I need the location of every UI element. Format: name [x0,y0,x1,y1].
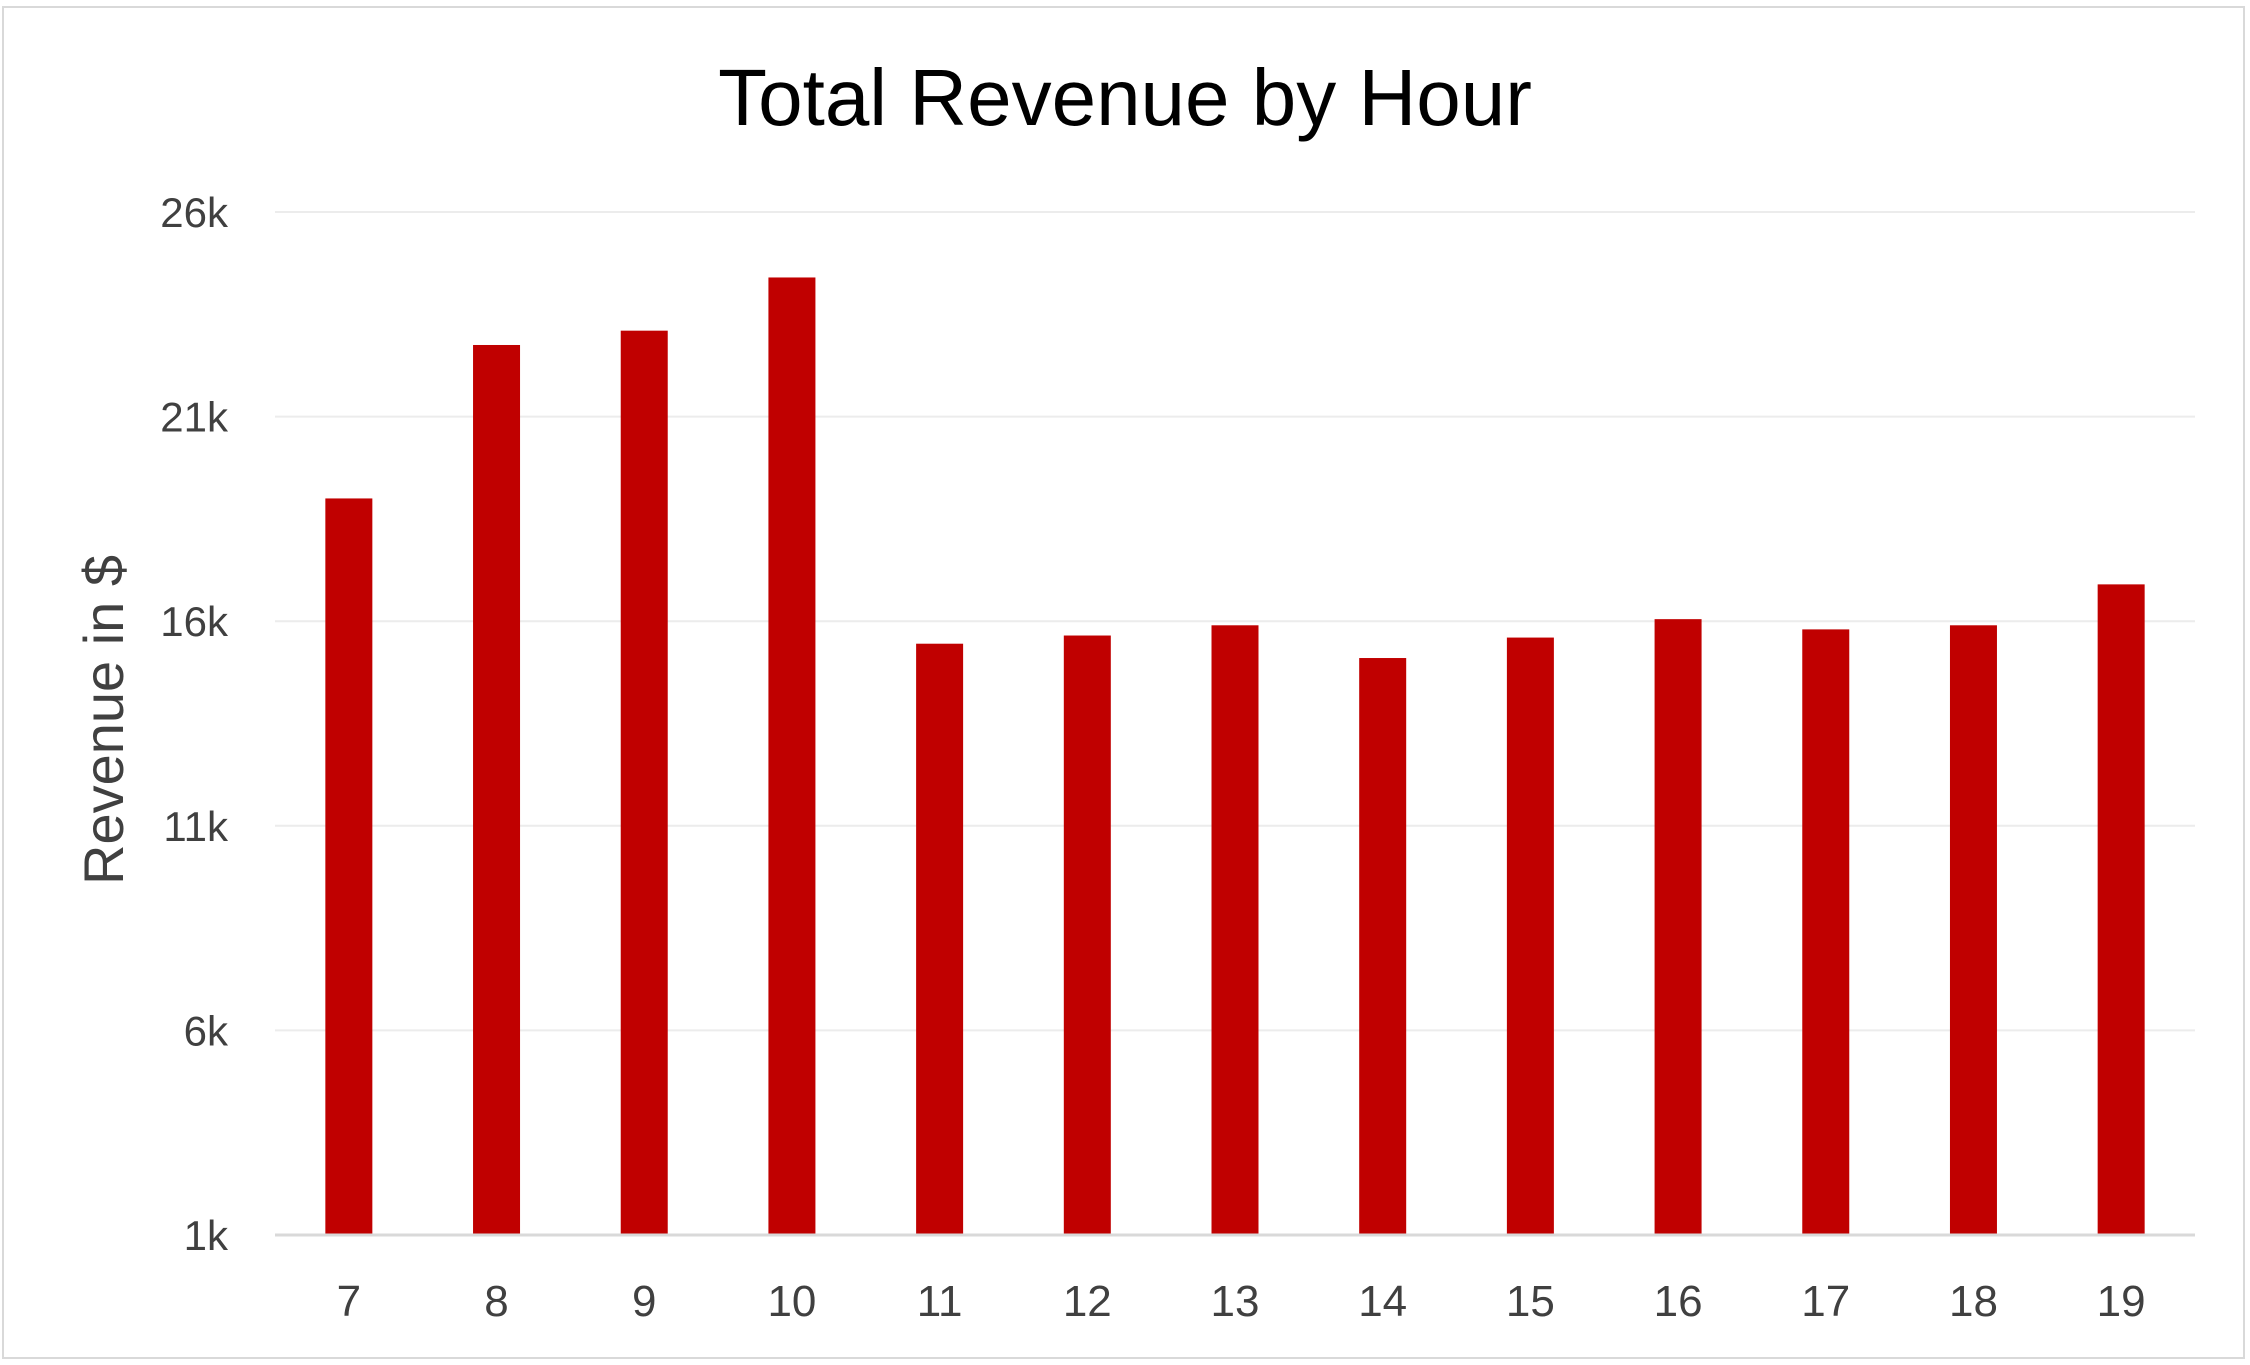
x-axis-ticks: 7 8 9 10 11 12 13 14 15 16 17 18 19 [337,1277,2146,1326]
chart-title: Total Revenue by Hour [718,53,1532,142]
x-tick-label: 7 [337,1277,361,1326]
x-tick-label: 18 [1949,1277,1998,1326]
bars [325,277,2144,1235]
bar-hour-16 [1655,619,1702,1235]
x-tick-label: 14 [1358,1277,1407,1326]
y-tick-label: 16k [160,598,229,645]
x-tick-label: 12 [1063,1277,1112,1326]
x-tick-label: 16 [1654,1277,1703,1326]
x-tick-label: 15 [1506,1277,1555,1326]
bar-hour-15 [1507,638,1554,1235]
y-tick-label: 11k [163,803,229,850]
y-tick-label: 21k [160,394,229,441]
bar-hour-8 [473,345,520,1235]
x-tick-label: 8 [484,1277,508,1326]
bar-hour-14 [1359,658,1406,1235]
x-tick-label: 19 [2097,1277,2146,1326]
y-axis-ticks: 1k 6k 11k 16k 21k 26k [160,189,229,1259]
x-tick-label: 11 [917,1277,963,1326]
bar-hour-13 [1212,625,1259,1235]
bar-hour-7 [325,498,372,1235]
y-tick-label: 26k [160,189,229,236]
x-tick-label: 9 [632,1277,656,1326]
bar-hour-9 [621,331,668,1235]
x-tick-label: 17 [1801,1277,1850,1326]
x-tick-label: 13 [1211,1277,1260,1326]
y-axis-label: Revenue in $ [72,555,135,885]
bar-hour-12 [1064,636,1111,1235]
bar-hour-19 [2098,584,2145,1235]
bar-hour-11 [916,644,963,1235]
bar-hour-10 [768,277,815,1235]
bar-hour-18 [1950,625,1997,1235]
x-tick-label: 10 [767,1277,816,1326]
y-tick-label: 1k [184,1212,229,1259]
bar-hour-17 [1802,629,1849,1235]
y-tick-label: 6k [184,1007,229,1054]
